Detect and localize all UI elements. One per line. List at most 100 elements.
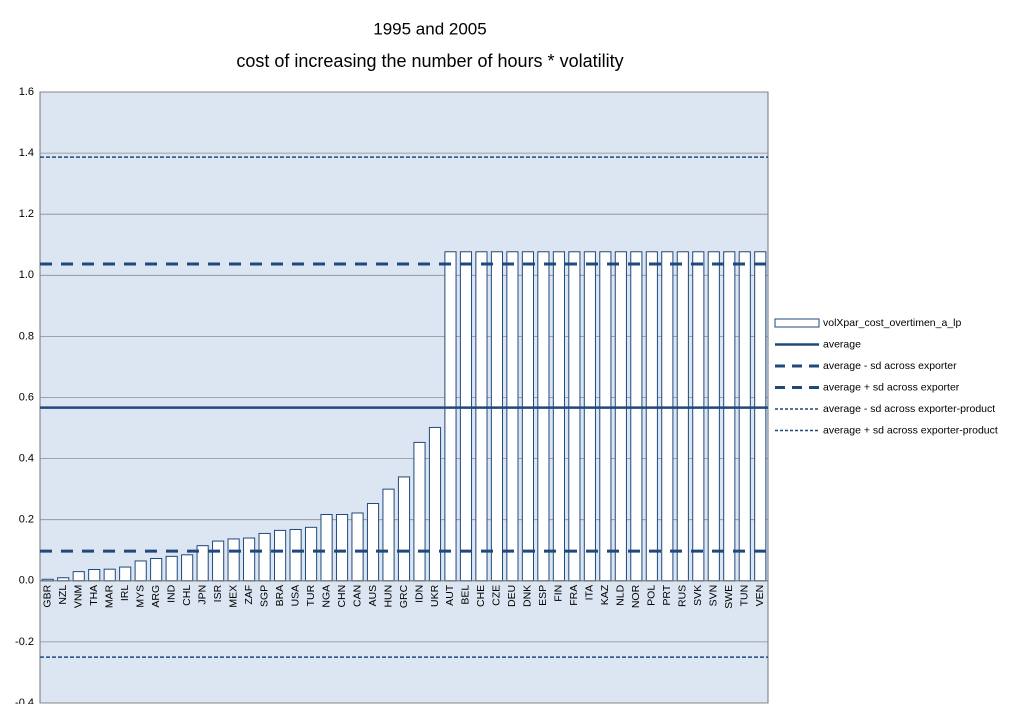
legend-label: average - sd across exporter xyxy=(823,360,957,372)
bar xyxy=(444,251,457,582)
bar xyxy=(103,568,116,582)
bar xyxy=(599,251,612,582)
x-tick-label: GRC xyxy=(398,584,410,608)
x-tick-label: POL xyxy=(646,585,658,606)
x-tick-label: RUS xyxy=(677,585,689,607)
x-tick-label: VNM xyxy=(73,585,85,608)
x-tick-label: VEN xyxy=(754,585,766,607)
x-tick-label: CAN xyxy=(351,585,363,607)
x-tick-label: CHN xyxy=(336,585,348,608)
bar xyxy=(676,251,689,582)
bar xyxy=(661,251,674,582)
x-tick-label: NGA xyxy=(320,585,332,608)
bar xyxy=(243,537,256,582)
x-tick-label: ARG xyxy=(150,585,162,608)
x-tick-label: UKR xyxy=(429,584,441,607)
chart-title: 1995 and 2005 xyxy=(373,19,486,38)
bar xyxy=(506,251,519,582)
x-tick-label: IDN xyxy=(413,585,425,603)
bar xyxy=(490,251,504,582)
bar xyxy=(428,426,442,582)
x-tick-label: AUT xyxy=(444,584,456,606)
bar xyxy=(289,528,302,582)
bar xyxy=(88,568,101,582)
x-tick-label: TUN xyxy=(739,585,751,607)
x-tick-label: ESP xyxy=(537,585,549,606)
x-tick-label: BEL xyxy=(460,585,472,605)
x-tick-label: USA xyxy=(289,585,301,607)
bar xyxy=(134,560,147,582)
bar xyxy=(754,251,767,582)
bar xyxy=(630,251,643,582)
bar xyxy=(150,557,163,582)
y-tick-label: 1.4 xyxy=(19,147,34,159)
bar xyxy=(274,529,287,582)
x-tick-label: CZE xyxy=(491,585,503,606)
x-tick-label: TUR xyxy=(305,584,317,606)
x-tick-label: MEX xyxy=(227,585,239,608)
x-tick-label: SVN xyxy=(708,585,720,607)
legend-label: average + sd across exporter-product xyxy=(823,424,998,436)
bar xyxy=(304,526,318,582)
legend-label: average xyxy=(823,338,861,350)
bar xyxy=(568,251,581,582)
bar xyxy=(382,488,395,582)
bar xyxy=(397,476,411,582)
bar xyxy=(521,251,534,582)
bar xyxy=(738,251,751,582)
legend-swatch xyxy=(774,318,820,328)
x-tick-label: KAZ xyxy=(599,584,611,605)
x-tick-label: BRA xyxy=(274,585,286,607)
x-tick-label: AUS xyxy=(367,585,379,607)
x-tick-label: ISR xyxy=(212,584,224,602)
bar xyxy=(692,251,705,582)
x-tick-label: GBR xyxy=(42,584,54,607)
bar xyxy=(552,251,565,582)
legend-label: average - sd across exporter-product xyxy=(823,403,995,415)
x-tick-label: THA xyxy=(88,585,100,606)
bar xyxy=(723,251,736,582)
x-tick-label: SGP xyxy=(258,585,270,607)
y-tick-label: 0.2 xyxy=(19,514,34,526)
x-tick-label: MYS xyxy=(134,585,146,608)
bar xyxy=(165,555,178,582)
x-tick-label: DEU xyxy=(506,585,518,607)
legend-label: average + sd across exporter xyxy=(823,381,960,393)
x-tick-label: CHL xyxy=(181,585,193,606)
bar xyxy=(181,554,194,582)
bar xyxy=(583,251,596,582)
x-tick-label: FRA xyxy=(568,585,580,606)
bar xyxy=(320,514,333,582)
x-tick-label: IRL xyxy=(119,585,131,602)
y-tick-label: -0.2 xyxy=(15,636,34,648)
y-tick-label: 1.0 xyxy=(19,269,34,281)
bar xyxy=(212,540,225,582)
x-tick-label: NZL xyxy=(57,585,69,605)
y-tick-label: 0.4 xyxy=(19,453,34,465)
bar xyxy=(413,441,426,582)
x-tick-label: CHE xyxy=(475,585,487,607)
x-tick-label: JPN xyxy=(196,585,208,605)
x-tick-label: MAR xyxy=(103,584,115,608)
x-tick-label: NLD xyxy=(615,584,627,605)
bar xyxy=(72,571,85,582)
bar xyxy=(351,512,364,582)
x-tick-label: DNK xyxy=(522,585,534,607)
x-tick-label: ITA xyxy=(584,585,596,601)
bar xyxy=(475,251,488,582)
x-tick-label: PRT xyxy=(661,584,673,605)
y-tick-label: 0.0 xyxy=(19,575,34,587)
x-tick-label: SVK xyxy=(692,585,704,606)
x-tick-label: IND xyxy=(165,584,177,603)
bar xyxy=(459,251,473,582)
bar xyxy=(537,251,550,582)
bar xyxy=(258,532,271,582)
y-tick-label: 0.6 xyxy=(19,391,34,403)
bar xyxy=(227,538,240,582)
y-tick-label: 1.6 xyxy=(19,86,34,98)
y-tick-label: 1.2 xyxy=(19,208,34,220)
y-tick-label: -0.4 xyxy=(15,697,34,704)
bar xyxy=(707,251,720,582)
